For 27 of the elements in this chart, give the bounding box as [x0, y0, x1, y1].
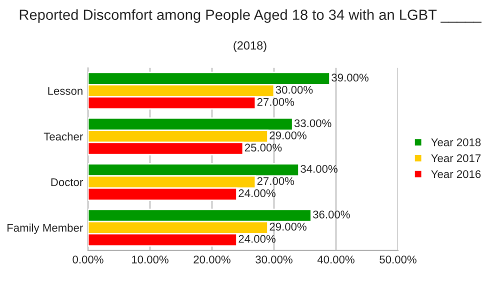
data-label: 27.00% [257, 177, 294, 185]
data-label: 25.00% [244, 144, 282, 152]
data-label: 30.00% [276, 86, 313, 94]
x-tick-label: 10.00% [132, 256, 168, 264]
legend-label: Year 2016 [431, 170, 481, 178]
x-tick-label: 0.00% [72, 256, 104, 264]
x-tick-label: 20.00% [194, 256, 230, 264]
x-tick-label: 30.00% [256, 256, 292, 264]
data-label: 24.00% [238, 234, 276, 243]
chart-title: Reported Discomfort among People Aged 18 to 34 with an LGBT _____ [20, 9, 482, 23]
y-tick-label: Doctor [51, 178, 83, 186]
data-label: 29.00% [270, 222, 306, 231]
data-label: 29.00% [270, 131, 306, 140]
y-tick-label: Lesson [48, 87, 82, 95]
data-label: 33.00% [294, 119, 332, 128]
chart-subtitle: (2018) [234, 40, 266, 52]
y-tick-label: Family Member [8, 224, 83, 234]
x-tick-label: 40.00% [317, 256, 354, 264]
legend-label: Year 2018 [431, 138, 481, 146]
x-tick-label: 50.00% [380, 256, 416, 264]
legend-label: Year 2017 [431, 154, 481, 162]
data-label: 24.00% [238, 189, 276, 198]
y-tick-label: Teacher [44, 132, 83, 141]
data-label: 27.00% [257, 98, 294, 106]
data-label: 39.00% [332, 74, 368, 82]
data-label: 36.00% [313, 210, 350, 218]
data-label: 34.00% [300, 164, 338, 173]
